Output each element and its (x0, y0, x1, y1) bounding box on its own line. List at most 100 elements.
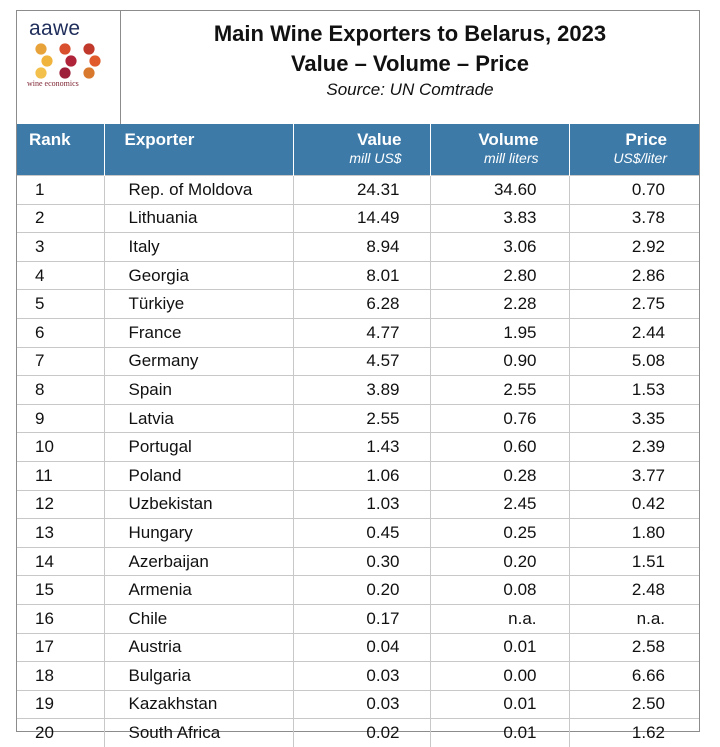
column-header-volume: Volume (429, 124, 569, 150)
cell-rank: 6 (17, 317, 104, 348)
table-row: 10 Portugal 1.43 0.60 2.39 (17, 432, 699, 462)
cell-exporter: Chile (103, 603, 293, 633)
table-frame: aawe wine economics Main Wine Exporters … (16, 10, 700, 747)
cell-exporter: Spain (103, 375, 293, 405)
cell-price: 2.44 (568, 317, 699, 348)
table-row: 3 Italy 8.94 3.06 2.92 (17, 232, 699, 262)
cell-rank: 12 (17, 489, 104, 519)
cell-rank: 16 (17, 603, 104, 633)
cell-value: 1.43 (292, 432, 430, 462)
cell-rank: 20 (17, 718, 104, 747)
table-row: 20 South Africa 0.02 0.01 1.62 (17, 718, 699, 747)
table-row: 8 Spain 3.89 2.55 1.53 (17, 375, 699, 405)
cell-exporter: Latvia (103, 403, 293, 433)
logo-subtitle: wine economics (27, 79, 79, 88)
cell-exporter: Kazakhstan (103, 689, 293, 719)
cell-volume: 34.60 (429, 175, 569, 205)
cell-exporter: Azerbaijan (103, 546, 293, 576)
cell-rank: 18 (17, 661, 104, 691)
cell-rank: 11 (17, 460, 104, 491)
cell-volume: 0.01 (429, 632, 569, 662)
cell-rank: 2 (17, 203, 104, 233)
cell-price: 5.08 (568, 346, 699, 376)
logo-dot (83, 67, 95, 79)
cell-rank: 14 (17, 546, 104, 576)
exporters-table: Rank Exporter Value Volume Price mill US… (17, 124, 699, 747)
cell-exporter: Italy (103, 232, 293, 262)
cell-value: 0.45 (292, 518, 430, 548)
cell-exporter: Armenia (103, 575, 293, 605)
cell-rank: 7 (17, 346, 104, 376)
cell-price: 2.48 (568, 575, 699, 605)
cell-exporter: Hungary (103, 518, 293, 548)
cell-rank: 10 (17, 432, 104, 462)
table-row: 17 Austria 0.04 0.01 2.58 (17, 632, 699, 662)
cell-value: 3.89 (292, 375, 430, 405)
cell-rank: 4 (17, 260, 104, 290)
cell-volume: 0.08 (429, 575, 569, 605)
column-unit-exporter (103, 150, 293, 176)
column-header-value: Value (292, 124, 430, 150)
cell-rank: 15 (17, 575, 104, 605)
cell-volume: 0.01 (429, 689, 569, 719)
cell-price: 1.51 (568, 546, 699, 576)
cell-volume: 0.90 (429, 346, 569, 376)
logo-dot (83, 43, 95, 55)
cell-rank: 19 (17, 689, 104, 719)
cell-rank: 3 (17, 232, 104, 262)
cell-rank: 5 (17, 289, 104, 319)
cell-volume: 2.28 (429, 289, 569, 319)
cell-price: 3.78 (568, 203, 699, 233)
table-row: 14 Azerbaijan 0.30 0.20 1.51 (17, 546, 699, 576)
cell-exporter: Türkiye (103, 289, 293, 319)
column-unit-price: US$/liter (568, 150, 699, 176)
cell-price: 3.35 (568, 403, 699, 433)
cell-value: 8.94 (292, 232, 430, 262)
cell-value: 4.77 (292, 317, 430, 348)
cell-price: 2.50 (568, 689, 699, 719)
table-row: 7 Germany 4.57 0.90 5.08 (17, 346, 699, 376)
cell-exporter: Germany (103, 346, 293, 376)
column-header-exporter: Exporter (103, 124, 293, 150)
aawe-logo: aawe wine economics (17, 11, 121, 124)
cell-value: 4.57 (292, 346, 430, 376)
cell-rank: 13 (17, 518, 104, 548)
cell-price: 3.77 (568, 460, 699, 491)
cell-exporter: Austria (103, 632, 293, 662)
cell-value: 0.02 (292, 718, 430, 747)
cell-volume: 0.25 (429, 518, 569, 548)
column-header-price: Price (568, 124, 699, 150)
cell-price: 2.58 (568, 632, 699, 662)
column-header-row: Rank Exporter Value Volume Price (17, 124, 699, 150)
cell-volume: 0.20 (429, 546, 569, 576)
cell-price: 1.80 (568, 518, 699, 548)
cell-exporter: South Africa (103, 718, 293, 747)
logo-dot (35, 43, 47, 55)
cell-price: 2.75 (568, 289, 699, 319)
table-header-area: aawe wine economics Main Wine Exporters … (17, 11, 699, 124)
cell-price: 6.66 (568, 661, 699, 691)
cell-value: 0.30 (292, 546, 430, 576)
logo-dot (65, 55, 77, 67)
cell-volume: 0.76 (429, 403, 569, 433)
table-row: 13 Hungary 0.45 0.25 1.80 (17, 518, 699, 548)
cell-value: 14.49 (292, 203, 430, 233)
cell-exporter: Lithuania (103, 203, 293, 233)
cell-value: 1.06 (292, 460, 430, 491)
cell-value: 0.03 (292, 689, 430, 719)
table-row: 9 Latvia 2.55 0.76 3.35 (17, 403, 699, 433)
column-unit-volume: mill liters (429, 150, 569, 176)
cell-value: 0.20 (292, 575, 430, 605)
cell-exporter: Portugal (103, 432, 293, 462)
cell-volume: 3.06 (429, 232, 569, 262)
logo-dot (59, 67, 71, 79)
cell-volume: 0.60 (429, 432, 569, 462)
cell-price: n.a. (568, 603, 699, 633)
column-unit-rank (17, 150, 104, 176)
column-header-rank: Rank (17, 124, 104, 150)
table-row: 2 Lithuania 14.49 3.83 3.78 (17, 203, 699, 233)
cell-value: 0.17 (292, 603, 430, 633)
cell-exporter: France (103, 317, 293, 348)
cell-value: 8.01 (292, 260, 430, 290)
cell-volume: n.a. (429, 603, 569, 633)
